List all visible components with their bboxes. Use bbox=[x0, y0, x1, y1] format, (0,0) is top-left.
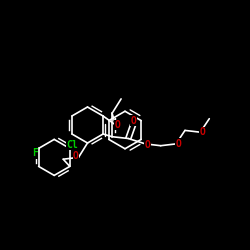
Text: O: O bbox=[115, 120, 121, 130]
Text: O: O bbox=[145, 140, 151, 150]
Text: O: O bbox=[73, 151, 79, 161]
Text: O: O bbox=[176, 139, 182, 149]
Text: O: O bbox=[131, 116, 137, 126]
Text: Cl: Cl bbox=[66, 140, 78, 150]
Text: O: O bbox=[200, 127, 206, 137]
Text: F: F bbox=[32, 148, 38, 158]
